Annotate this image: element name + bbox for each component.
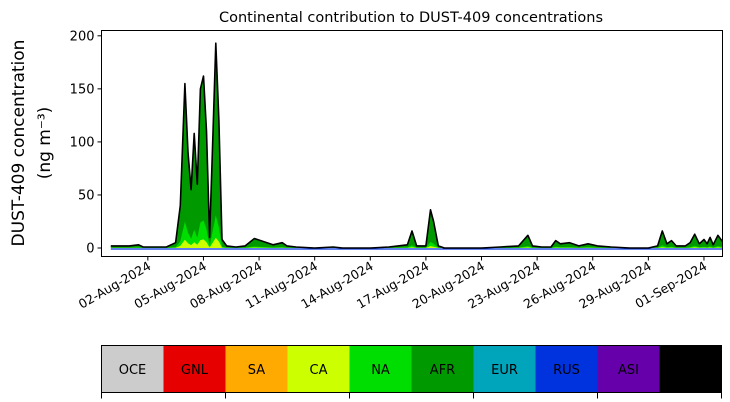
legend-label-gnl: GNL <box>181 363 209 378</box>
legend-swatch-asi <box>597 345 660 393</box>
legend-swatch-na <box>349 345 412 393</box>
legend-label-asi: ASI <box>618 363 639 378</box>
chart-title: Continental contribution to DUST-409 con… <box>219 10 603 26</box>
legend-label-aus: AUS <box>677 363 704 378</box>
legend-swatch-sa <box>225 345 288 393</box>
plot-area <box>110 42 723 250</box>
legend-swatch-oce <box>101 345 164 393</box>
legend-swatch-eur <box>473 345 536 393</box>
y-axis: 0 50 100 150 200 <box>70 29 102 257</box>
y-tick-label: 150 <box>70 82 95 97</box>
total-line <box>110 42 723 249</box>
legend-label-rus: RUS <box>553 363 580 378</box>
y-tick-label: 200 <box>70 29 95 44</box>
legend-swatch-afr <box>411 345 474 393</box>
plot-frame <box>101 30 723 257</box>
legend-label-afr: AFR <box>430 363 455 378</box>
legend-label-na: NA <box>371 363 390 378</box>
legend-label-eur: EUR <box>491 363 518 378</box>
legend-swatch-aus <box>659 345 722 393</box>
legend-colorbar: OCE GNL SA CA NA AFR EUR RUS ASI AUS <box>101 345 722 399</box>
legend-label-sa: SA <box>248 363 265 378</box>
legend-label-oce: OCE <box>119 363 147 378</box>
series-area-afr <box>110 43 723 248</box>
legend-swatch-rus <box>535 345 598 393</box>
x-axis: 02-Aug-202405-Aug-202408-Aug-202411-Aug-… <box>76 256 709 312</box>
legend-label-ca: CA <box>310 363 328 378</box>
y-axis-label-line2: (ng m⁻³) <box>35 107 55 180</box>
legend-swatch-ca <box>287 345 350 393</box>
y-tick-label: 50 <box>78 188 95 203</box>
legend-frame <box>101 345 722 393</box>
legend-swatch-gnl <box>163 345 226 393</box>
y-axis-label-line1: DUST-409 concentration <box>9 40 29 247</box>
y-tick-label: 0 <box>86 242 94 257</box>
y-tick-label: 100 <box>70 135 95 150</box>
